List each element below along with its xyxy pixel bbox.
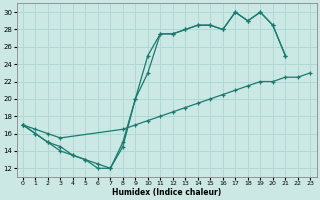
X-axis label: Humidex (Indice chaleur): Humidex (Indice chaleur) bbox=[112, 188, 221, 197]
